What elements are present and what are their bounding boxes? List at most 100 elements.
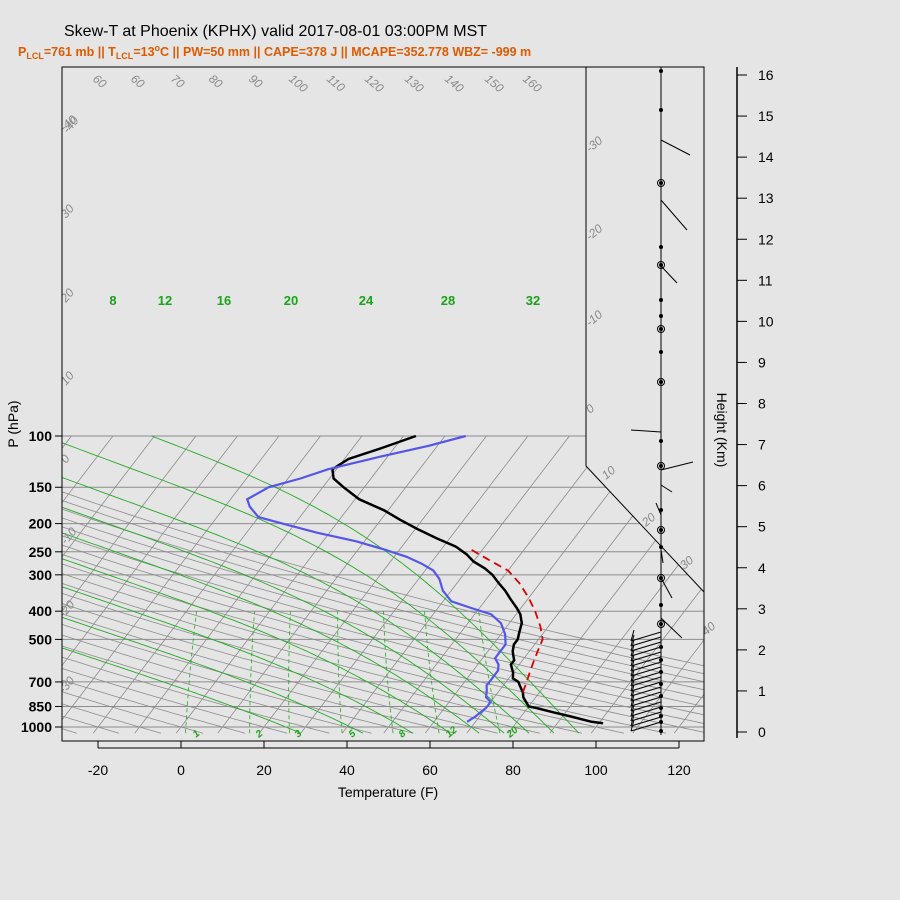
moist-adiabat-line xyxy=(62,476,530,734)
dry-adiabat-line xyxy=(62,573,667,734)
wind-barb-flag xyxy=(630,639,635,652)
wind-level-dot xyxy=(659,380,663,384)
isotherm-edge-label: -10 xyxy=(58,524,80,547)
dry-adiabat-label: 120 xyxy=(362,72,387,96)
wind-barb xyxy=(630,666,662,677)
wind-barb xyxy=(660,461,694,471)
y-axis: 100 150 200 250 300 400 500 700 850 1000 xyxy=(21,428,62,735)
wind-level-ring xyxy=(657,179,665,187)
wind-level-dot xyxy=(659,603,663,607)
wind-level-dot xyxy=(659,464,663,468)
wind-barb xyxy=(630,696,662,707)
wind-barb xyxy=(630,636,662,647)
plot-frame xyxy=(61,66,705,742)
dry-adiabat-label: 110 xyxy=(324,72,348,95)
height-tick-label: 8 xyxy=(758,396,766,412)
wind-profile xyxy=(630,67,694,735)
height-tick-label: 2 xyxy=(758,642,766,658)
dry-adiabat-line xyxy=(62,623,456,734)
isotherm-line xyxy=(62,435,114,504)
x-tick-label: 60 xyxy=(422,762,438,778)
wind-barb-flag xyxy=(630,649,635,662)
isotherm-edge-label: 30 xyxy=(58,201,78,220)
x-tick-label: 20 xyxy=(256,762,272,778)
isotherm-line xyxy=(175,435,404,734)
wind-level-dot xyxy=(659,729,663,733)
wind-barb-flag xyxy=(630,719,635,732)
wind-level-dot xyxy=(659,108,663,112)
dry-adiabat-line xyxy=(62,535,704,707)
height-tick-label: 1 xyxy=(758,683,766,699)
wind-barb-flag xyxy=(630,644,635,657)
wind-level-dot xyxy=(659,658,663,662)
y-tick-label: 850 xyxy=(29,698,53,714)
isotherm-line xyxy=(62,435,197,612)
wind-level-ring xyxy=(657,620,665,628)
wind-barb xyxy=(630,641,662,652)
wind-barb-flag xyxy=(630,664,635,677)
dry-adiabat-line xyxy=(62,554,704,724)
height-tick-label: 11 xyxy=(758,272,773,288)
wind-barb xyxy=(630,661,662,672)
isotherm-line xyxy=(62,435,155,558)
y-tick-label: 200 xyxy=(29,516,53,532)
dry-adiabat-label: 130 xyxy=(402,72,427,96)
wind-barb xyxy=(660,199,688,231)
plot-blank-border xyxy=(585,67,704,593)
dry-adiabat-label: 150 xyxy=(482,72,507,96)
y-tick-label: 300 xyxy=(29,567,53,583)
isotherm-label: 40 xyxy=(699,619,718,639)
wind-barb xyxy=(660,265,678,284)
moist-adiabat-line xyxy=(62,558,451,734)
height-axis-label: Height (Km) xyxy=(714,393,730,468)
dry-adiabat-label: 100 xyxy=(286,72,311,96)
isotherm-edge-label: 20 xyxy=(57,285,77,305)
chart-title: Skew-T at Phoenix (KPHX) valid 2017-08-0… xyxy=(64,23,487,40)
isotherm-line xyxy=(383,435,612,734)
isotherm-edge-label: 10 xyxy=(58,368,78,387)
wind-barb-flag xyxy=(630,714,635,727)
wind-level-dot xyxy=(659,528,663,532)
x-tick-label: 0 xyxy=(177,762,185,778)
wind-barb-flag xyxy=(630,699,635,712)
wind-level-ring xyxy=(657,574,665,582)
wind-level-dot xyxy=(659,245,663,249)
height-tick-label: 16 xyxy=(758,67,774,83)
isotherm-line xyxy=(632,639,704,734)
x-tick-label: 40 xyxy=(339,762,355,778)
wind-level-dot xyxy=(659,545,663,549)
mixing-ratio-bottom-label: 5 xyxy=(347,728,359,740)
moist-adiabat-line xyxy=(62,616,364,734)
x-tick-label: 100 xyxy=(584,762,608,778)
wind-barb xyxy=(660,484,673,493)
dry-adiabat-label: 90 xyxy=(246,72,265,92)
dry-adiabat-line xyxy=(62,526,704,699)
wind-level-dot xyxy=(659,327,663,331)
mixing-ratio-label: 8 xyxy=(109,293,116,308)
wind-barb xyxy=(630,646,662,657)
height-tick-label: 9 xyxy=(758,354,766,370)
wind-barb-flag xyxy=(630,629,635,642)
wind-barb-flag xyxy=(630,634,635,647)
isotherm-line xyxy=(341,435,570,734)
dry-adiabat-line xyxy=(62,500,704,675)
wind-level-dot xyxy=(659,439,663,443)
y-tick-label: 500 xyxy=(29,631,53,647)
mixing-ratio-label: 24 xyxy=(359,293,374,308)
moist-adiabat-line xyxy=(62,647,301,734)
grid-layer xyxy=(62,67,704,734)
wind-barb xyxy=(630,656,662,667)
mixing-ratio-label: 28 xyxy=(441,293,455,308)
mixing-ratio-line xyxy=(478,611,501,734)
wind-level-ring xyxy=(657,378,665,386)
dry-adiabat-label: 160 xyxy=(520,72,545,96)
wind-level-dot xyxy=(659,181,663,185)
y-axis-label: P (hPa) xyxy=(5,400,21,447)
y-tick-label: 1000 xyxy=(21,719,52,735)
plot-blank-region xyxy=(586,67,704,592)
isotherm-edge-label: -40 xyxy=(60,113,82,136)
mixing-ratio-line xyxy=(337,611,343,734)
height-tick-label: 14 xyxy=(758,149,774,165)
y-tick-label: 150 xyxy=(29,479,53,495)
